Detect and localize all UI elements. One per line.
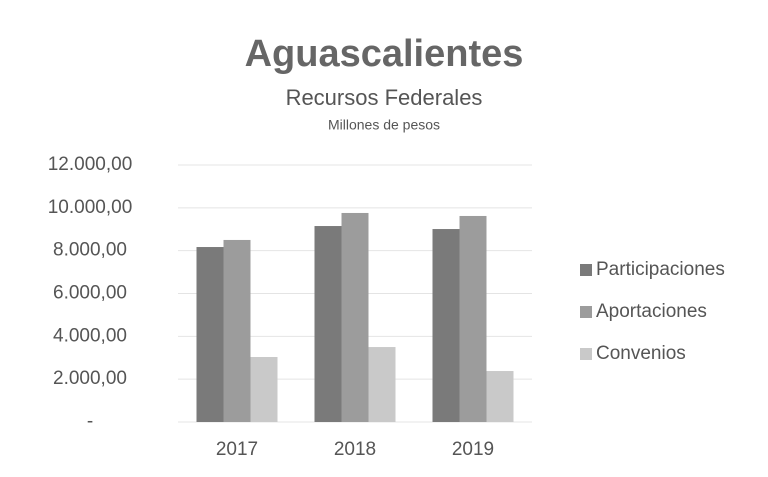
legend-swatch <box>580 264 592 276</box>
y-tick-label: - <box>87 411 93 432</box>
bar <box>223 239 251 422</box>
bar <box>432 229 460 422</box>
x-tick-label: 2017 <box>216 439 258 460</box>
y-tick-label: 6.000,00 <box>53 283 127 304</box>
bar <box>486 371 514 422</box>
y-tick-label: 10.000,00 <box>48 197 133 218</box>
legend-label: Participaciones <box>596 259 725 280</box>
bar <box>341 212 369 422</box>
legend-swatch <box>580 306 592 318</box>
bar <box>314 226 342 422</box>
y-tick-label: 4.000,00 <box>53 325 127 346</box>
x-tick-label: 2018 <box>334 439 376 460</box>
bar <box>459 215 487 422</box>
chart-title: Aguascalientes <box>245 33 524 75</box>
x-tick-label: 2019 <box>452 439 494 460</box>
bar <box>196 247 224 422</box>
legend-label: Aportaciones <box>596 301 707 322</box>
legend-label: Convenios <box>596 343 686 364</box>
y-tick-label: 12.000,00 <box>48 154 133 175</box>
chart-subtitle: Recursos Federales <box>286 85 483 110</box>
y-tick-label: 8.000,00 <box>53 240 127 261</box>
bar <box>368 347 396 422</box>
legend-swatch <box>580 348 592 360</box>
y-axis-label: Millones de pesos <box>328 117 440 133</box>
bar <box>250 357 278 422</box>
y-tick-label: 2.000,00 <box>53 368 127 389</box>
